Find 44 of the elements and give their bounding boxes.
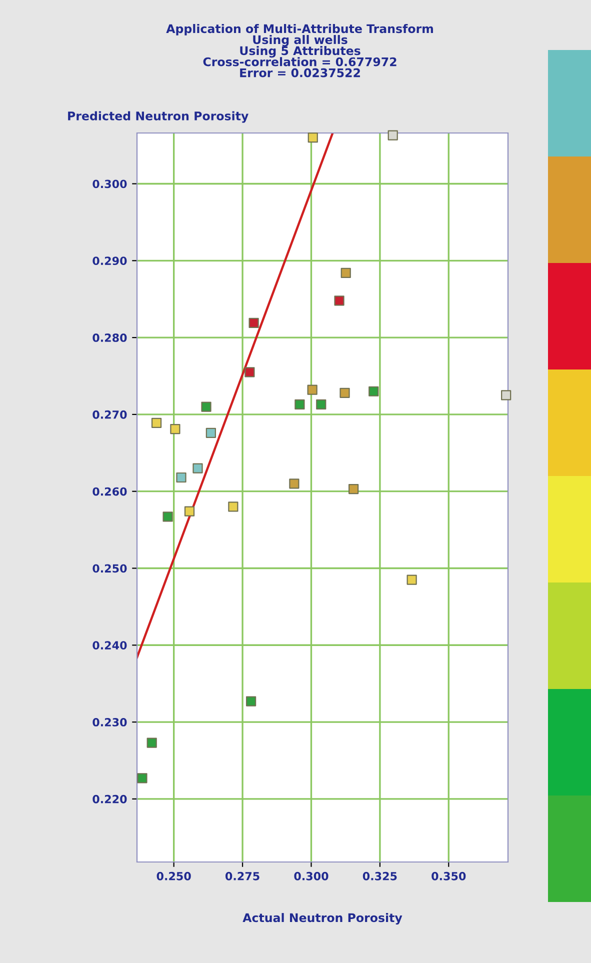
y-tick-label: 0.240 — [92, 641, 127, 650]
point — [348, 484, 359, 494]
y-tick-label: 0.270 — [92, 410, 127, 419]
point — [307, 384, 318, 395]
point — [246, 696, 256, 706]
point — [294, 399, 305, 410]
point — [368, 386, 379, 396]
point — [146, 738, 157, 748]
y-tick-label: 0.290 — [92, 256, 127, 266]
point — [340, 388, 350, 398]
point — [248, 318, 259, 328]
point — [340, 268, 351, 278]
point — [184, 506, 195, 516]
point — [308, 132, 318, 143]
x-tick-label: 0.275 — [225, 872, 260, 880]
point — [176, 472, 186, 483]
point — [206, 428, 216, 438]
x-tick-label: 0.250 — [156, 872, 191, 880]
point — [388, 130, 398, 140]
y-tick-label: 0.250 — [92, 564, 127, 573]
point — [316, 399, 326, 410]
y-axis-title: Predicted Neutron Porosity — [68, 111, 248, 123]
x-tick-label: 0.325 — [362, 872, 397, 880]
point — [289, 478, 300, 489]
y-tick-label: 0.300 — [92, 180, 127, 188]
y-tick-label: 0.230 — [92, 718, 127, 726]
point — [244, 367, 255, 378]
point — [334, 296, 344, 306]
point — [501, 390, 512, 400]
point — [162, 512, 173, 522]
point — [201, 402, 212, 412]
y-tick-label: 0.220 — [92, 794, 127, 804]
x-axis-title: Actual Neutron Porosity — [242, 913, 402, 925]
x-tick-label: 0.350 — [432, 872, 466, 880]
point — [137, 773, 148, 784]
x-tick-label: 0.300 — [294, 872, 328, 880]
point — [170, 424, 180, 434]
y-tick-label: 0.260 — [92, 487, 127, 496]
point — [151, 418, 162, 428]
point — [406, 574, 417, 585]
chart-title: Application of Multi-Attribute Transform Using all wells Using 5 Attributes Cross-correlation = 0.677972 Error = 0.0237522 — [166, 24, 433, 78]
point — [192, 463, 203, 474]
point — [228, 502, 238, 512]
y-tick-label: 0.280 — [92, 334, 127, 342]
